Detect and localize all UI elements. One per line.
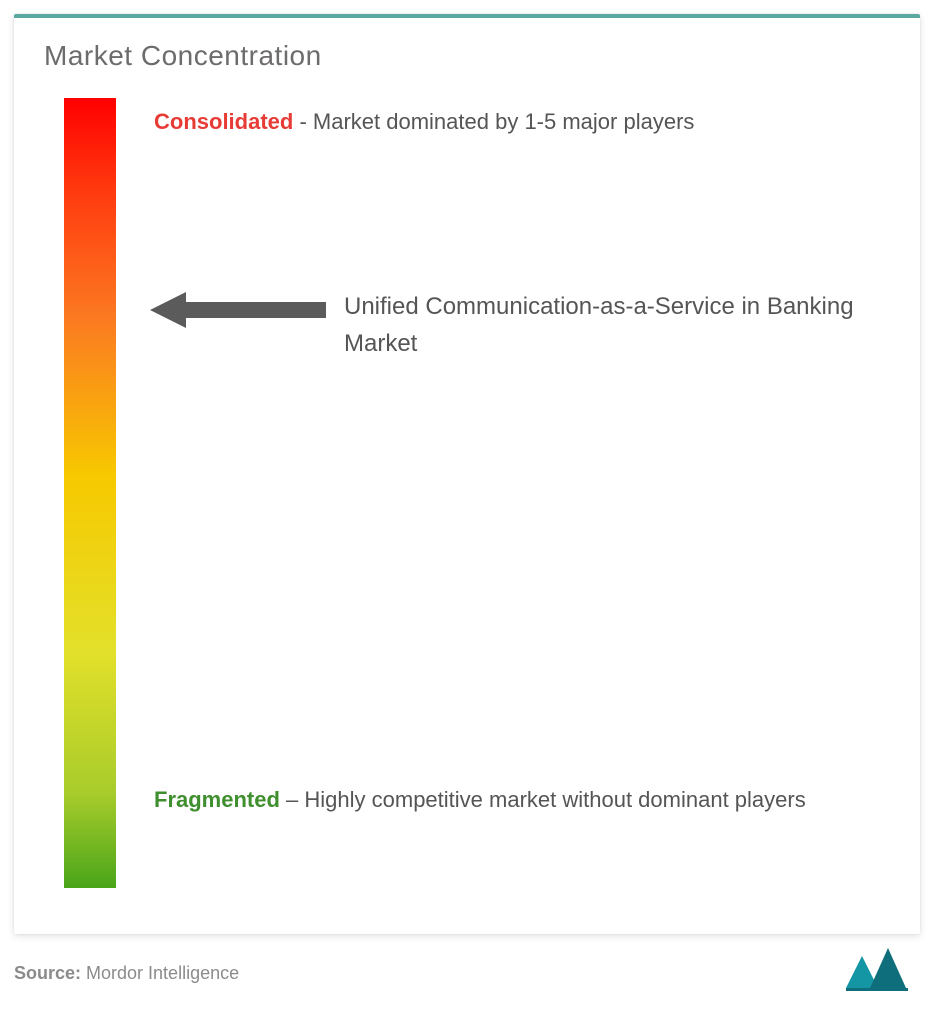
consolidated-term: Consolidated (154, 109, 293, 134)
infographic-card: Market Concentration Consolidated - Mark… (14, 14, 920, 934)
source-label: Source: (14, 963, 81, 983)
content-area: Consolidated - Market dominated by 1-5 m… (44, 98, 890, 898)
source-value: Mordor Intelligence (81, 963, 239, 983)
arrow-icon (150, 290, 326, 330)
market-name: Unified Communication-as-a-Service in Ba… (344, 288, 864, 362)
fragmented-desc: – Highly competitive market without domi… (280, 787, 806, 812)
source-attribution: Source: Mordor Intelligence (14, 963, 239, 984)
fragmented-term: Fragmented (154, 787, 280, 812)
consolidated-label: Consolidated - Market dominated by 1-5 m… (154, 104, 870, 139)
page-title: Market Concentration (44, 40, 890, 72)
indicator-arrow (150, 290, 326, 335)
consolidated-desc: - Market dominated by 1-5 major players (293, 109, 694, 134)
brand-logo-icon (844, 942, 912, 992)
fragmented-label: Fragmented – Highly competitive market w… (154, 778, 870, 822)
concentration-gradient-bar (64, 98, 116, 888)
